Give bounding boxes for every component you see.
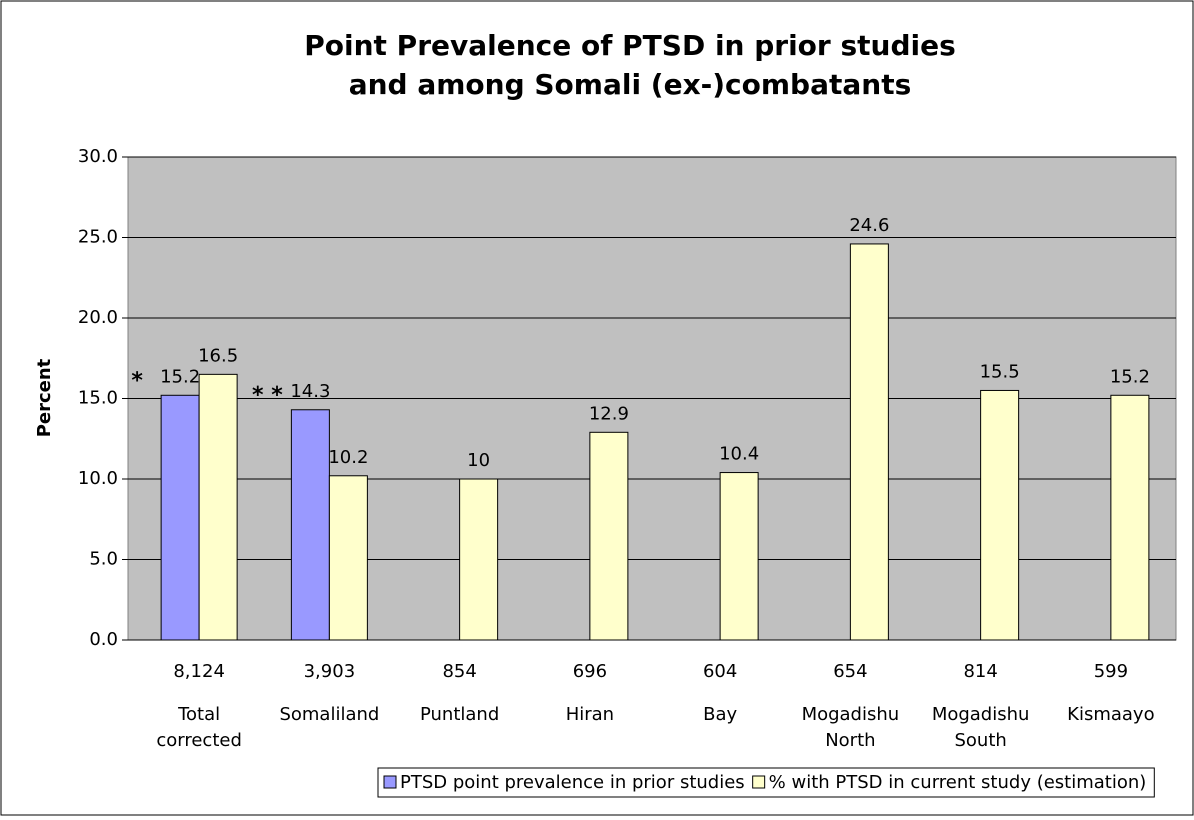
value-label: 15.5 bbox=[980, 361, 1020, 382]
bar bbox=[198, 373, 238, 641]
value-label: 10.2 bbox=[328, 447, 368, 468]
bar bbox=[160, 394, 200, 641]
sample-size-label: 654 bbox=[833, 661, 867, 682]
x-tick-label: Total bbox=[177, 704, 220, 725]
legend-label: % with PTSD in current study (estimation… bbox=[769, 772, 1147, 793]
value-label: 15.2 bbox=[1110, 366, 1150, 387]
bar bbox=[328, 475, 368, 641]
value-label: 12.9 bbox=[589, 403, 629, 424]
x-tick-label: Somaliland bbox=[279, 704, 379, 725]
x-tick-label: Hiran bbox=[566, 704, 614, 725]
sample-size-label: 814 bbox=[963, 661, 997, 682]
x-tick-label: Mogadishu bbox=[802, 704, 900, 725]
bar bbox=[719, 472, 759, 641]
sample-size-label: 696 bbox=[573, 661, 607, 682]
x-tick-label: Mogadishu bbox=[932, 704, 1030, 725]
sample-size-label: 8,124 bbox=[173, 661, 225, 682]
value-label: 14.3 bbox=[290, 381, 330, 402]
x-tick-label: Bay bbox=[703, 704, 737, 725]
value-label: 24.6 bbox=[849, 215, 889, 236]
chart-title: Point Prevalence of PTSD in prior studie… bbox=[304, 29, 956, 62]
bar bbox=[589, 431, 629, 641]
value-label: 10 bbox=[467, 450, 490, 471]
bar bbox=[980, 389, 1020, 641]
x-tick-label: Puntland bbox=[420, 704, 499, 725]
y-tick-label: 20.0 bbox=[78, 307, 118, 328]
y-tick-label: 15.0 bbox=[78, 388, 118, 409]
sample-size-label: 3,903 bbox=[304, 661, 356, 682]
legend-swatch bbox=[752, 775, 766, 789]
sample-size-label: 854 bbox=[442, 661, 476, 682]
legend-box bbox=[377, 767, 1155, 798]
x-tick-label: South bbox=[954, 730, 1006, 751]
value-label: 16.5 bbox=[198, 345, 238, 366]
value-label: 15.2 bbox=[160, 366, 200, 387]
y-tick-label: 25.0 bbox=[78, 227, 118, 248]
bar bbox=[459, 478, 499, 641]
value-label: 10.4 bbox=[719, 444, 759, 465]
annotation: * bbox=[131, 368, 143, 393]
sample-size-label: 604 bbox=[703, 661, 737, 682]
legend-label: PTSD point prevalence in prior studies bbox=[400, 772, 745, 793]
legend-swatch bbox=[383, 775, 397, 789]
x-tick-label: North bbox=[825, 730, 875, 751]
bar bbox=[849, 243, 889, 641]
x-tick-label: Kismaayo bbox=[1067, 704, 1154, 725]
y-tick-label: 0.0 bbox=[89, 629, 118, 650]
y-tick-label: 30.0 bbox=[78, 146, 118, 167]
annotation: * * bbox=[252, 383, 283, 408]
bar bbox=[1110, 394, 1150, 641]
bar bbox=[290, 409, 330, 641]
y-axis-label: Percent bbox=[34, 358, 55, 437]
y-tick-label: 5.0 bbox=[89, 549, 118, 570]
sample-size-label: 599 bbox=[1094, 661, 1128, 682]
y-tick-label: 10.0 bbox=[78, 468, 118, 489]
x-tick-label: corrected bbox=[156, 730, 242, 751]
chart-title: and among Somali (ex-)combatants bbox=[349, 68, 912, 101]
